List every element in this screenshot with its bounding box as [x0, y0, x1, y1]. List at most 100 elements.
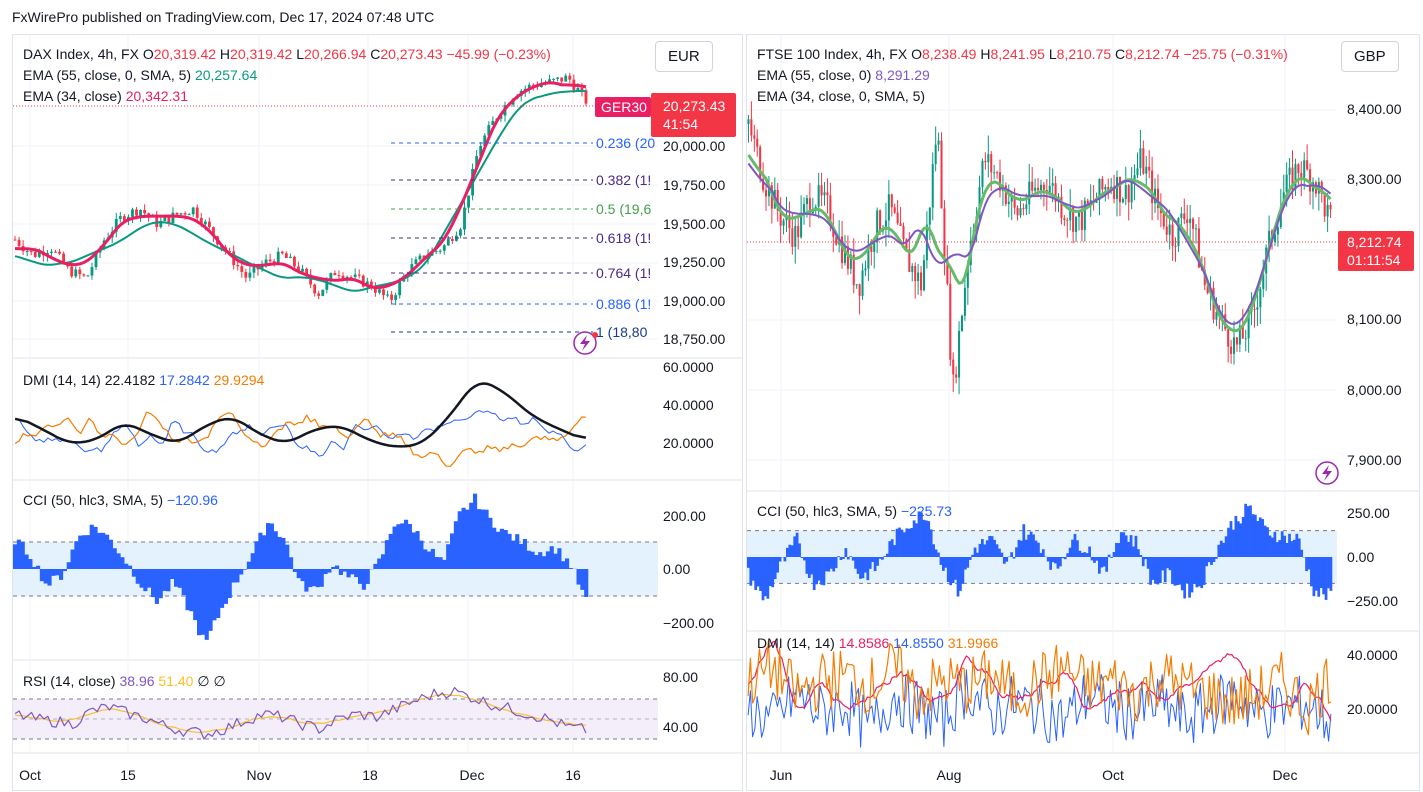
cci-bar — [878, 557, 882, 559]
ftse-candle — [890, 194, 893, 208]
cci-bar — [912, 520, 916, 557]
cci-bar — [839, 557, 843, 561]
cci-bar — [147, 569, 152, 588]
ftse-candle — [1291, 167, 1294, 190]
cci-bar — [805, 557, 809, 574]
ftse-candle — [1054, 183, 1057, 202]
ftse-candle — [849, 254, 852, 269]
cci-bar — [1273, 531, 1277, 557]
ftse-candle — [946, 260, 949, 284]
dax-candle — [94, 252, 98, 268]
cci-bar — [929, 529, 933, 557]
ftse-candle — [820, 185, 823, 196]
ftse-candle — [920, 272, 923, 291]
cci-bar — [1100, 557, 1104, 568]
dax-candle — [195, 207, 199, 218]
dax-candle — [244, 271, 248, 278]
ftse-candle — [914, 265, 917, 281]
cci-bar — [151, 569, 156, 598]
lightning-icon-glyph — [1322, 465, 1332, 481]
cci-bar — [786, 547, 789, 557]
currency-selector-eur[interactable]: EUR — [655, 41, 713, 72]
ftse-candle — [1177, 217, 1180, 247]
cci-bar — [568, 568, 573, 569]
cci-bar — [1041, 549, 1045, 557]
dax-candle — [434, 250, 438, 252]
dax-candle — [155, 215, 159, 228]
cci-bar — [1110, 557, 1113, 558]
cci-bar — [1132, 546, 1135, 557]
dax-candle — [479, 145, 483, 157]
ftse-candle — [1066, 219, 1069, 221]
ftse-candle — [779, 210, 782, 226]
dax-candle — [179, 213, 183, 215]
cci-bar — [942, 557, 945, 571]
dax-candle — [333, 273, 337, 276]
dax-candle — [564, 75, 568, 82]
cci-bar — [177, 569, 182, 588]
cci-bar — [427, 551, 432, 569]
ftse-candle — [1145, 166, 1148, 174]
cci-bar — [476, 509, 481, 569]
left-chart-panel[interactable]: 0.236 (20 0.382 (1! 0.5 (19,6 0.618 (1! 0.76… — [12, 34, 743, 791]
ftse-candle — [753, 135, 756, 139]
cci-bar — [961, 557, 965, 584]
cci-bar — [1212, 557, 1216, 562]
dax-candle — [228, 251, 232, 253]
published-header: FxWirePro published on TradingView.com, … — [12, 9, 435, 25]
cci-bar — [842, 557, 845, 559]
time-axis-label: Dec — [460, 767, 485, 783]
cci-bar — [1098, 557, 1101, 574]
cci-bar — [1229, 521, 1233, 557]
cci-bar — [851, 557, 855, 561]
cci-bar — [903, 532, 906, 557]
ftse-candle — [835, 236, 838, 245]
cci-bar — [1020, 540, 1023, 557]
cci-bar — [323, 569, 328, 575]
ftse-candle — [829, 195, 832, 227]
ftse-chart[interactable]: 8,400.00 8,300.00 8,100.00 8,000.00 7,900.00… — [747, 35, 1419, 790]
currency-selector-gbp[interactable]: GBP — [1341, 41, 1399, 72]
time-axis-label: 16 — [565, 767, 581, 783]
cci-bar — [944, 557, 948, 568]
cci-bar — [549, 546, 554, 569]
dax-candle — [317, 293, 321, 296]
ftse-candle — [1323, 193, 1326, 217]
dax-candle — [459, 229, 462, 236]
ftse-candle — [940, 140, 943, 209]
ftse-candle — [963, 287, 966, 316]
ftse-candle — [1192, 218, 1195, 229]
cci-bar — [212, 569, 217, 621]
ftse-candle — [1031, 181, 1034, 191]
cci-bar — [105, 534, 110, 569]
dax-candle — [288, 256, 292, 258]
cci-bar — [807, 557, 811, 578]
cci-bar — [1317, 557, 1321, 597]
dax-candle — [438, 250, 442, 252]
cci-bar — [1200, 557, 1204, 589]
cci-bar — [350, 569, 355, 575]
cci-bar — [1322, 557, 1325, 595]
right-chart-panel[interactable]: 8,400.00 8,300.00 8,100.00 8,000.00 7,900.00… — [746, 34, 1420, 791]
ftse-candle — [864, 268, 867, 271]
symbol-tag: GER30 — [601, 99, 647, 115]
ftse-candle — [1162, 213, 1165, 227]
cci-bar — [1039, 552, 1043, 557]
cci-bar — [856, 557, 860, 574]
cci-bar — [1222, 542, 1226, 557]
ftse-candle — [843, 246, 847, 263]
ftse-candle — [1095, 199, 1098, 203]
dax-chart[interactable]: 0.236 (20 0.382 (1! 0.5 (19,6 0.618 (1! 0.76… — [13, 35, 742, 790]
cci-bar — [1078, 550, 1082, 557]
alert-dot — [592, 332, 598, 338]
cci-bar — [561, 561, 566, 569]
cci-bar — [154, 569, 159, 604]
cci-bar — [793, 536, 797, 557]
cci-bar — [768, 557, 772, 587]
cci-bar — [565, 558, 570, 569]
dax-candle — [531, 84, 535, 86]
dax-candle — [398, 281, 402, 296]
price-axis-label: 19,750.00 — [663, 177, 725, 193]
ftse-candle — [1127, 185, 1130, 203]
cci-bar — [978, 543, 982, 557]
